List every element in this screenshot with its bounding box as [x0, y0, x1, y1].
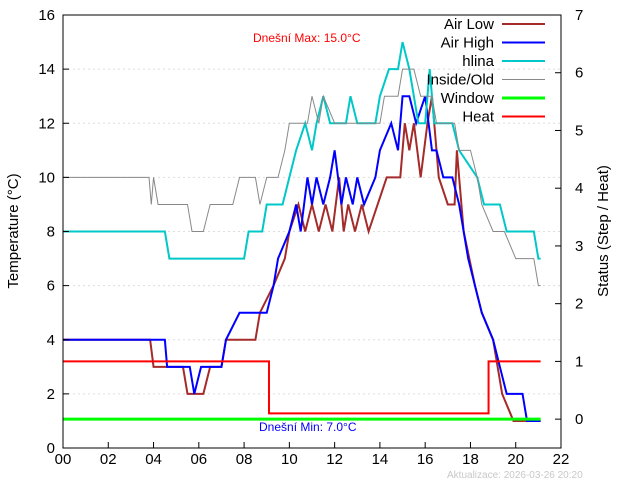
- x-tick-label: 04: [145, 451, 162, 468]
- y2-tick-label: 1: [575, 353, 583, 370]
- legend-label: Air Low: [444, 16, 494, 33]
- max-annotation: Dnešní Max: 15.0°C: [253, 31, 361, 45]
- min-annotation: Dnešní Min: 7.0°C: [259, 420, 357, 434]
- y-tick-label: 6: [47, 278, 55, 295]
- y2-tick-label: 6: [575, 65, 583, 82]
- legend-label: Inside/Old: [426, 72, 494, 89]
- x-tick-label: 20: [507, 451, 524, 468]
- x-tick-label: 22: [553, 451, 570, 468]
- y-tick-label: 2: [47, 386, 55, 403]
- legend-label: Air High: [441, 35, 494, 52]
- legend-label: Heat: [462, 109, 495, 126]
- y-axis-label: Temperature (°C): [5, 173, 22, 288]
- x-tick-label: 16: [417, 451, 434, 468]
- x-tick-label: 12: [326, 451, 343, 468]
- y-tick-label: 4: [47, 332, 55, 349]
- series-air-high: [63, 95, 541, 422]
- legend-label: hlina: [462, 53, 494, 70]
- x-tick-label: 18: [462, 451, 479, 468]
- y-tick-label: 10: [38, 169, 55, 186]
- x-tick-label: 06: [190, 451, 207, 468]
- x-tick-label: 00: [55, 451, 72, 468]
- y2-tick-label: 0: [575, 411, 583, 428]
- y2-tick-label: 7: [575, 7, 583, 24]
- x-tick-label: 10: [281, 451, 298, 468]
- updated-timestamp: Aktualizace: 2026-03-26 20:20: [447, 470, 583, 480]
- y2-axis-label: Status (Step / Heat): [595, 165, 612, 297]
- y-tick-label: 0: [47, 440, 55, 457]
- series-heat: [63, 360, 541, 415]
- y-tick-label: 14: [38, 61, 55, 78]
- series-inside-old: [63, 68, 541, 287]
- y-tick-label: 8: [47, 224, 55, 241]
- x-tick-label: 02: [100, 451, 117, 468]
- legend-label: Window: [441, 90, 495, 107]
- y2-tick-label: 5: [575, 122, 583, 139]
- y2-tick-label: 3: [575, 238, 583, 255]
- x-tick-label: 14: [372, 451, 389, 468]
- y-tick-label: 12: [38, 115, 55, 132]
- x-tick-label: 08: [236, 451, 253, 468]
- y2-tick-label: 2: [575, 296, 583, 313]
- y2-tick-label: 4: [575, 180, 583, 197]
- y-tick-label: 16: [38, 7, 55, 24]
